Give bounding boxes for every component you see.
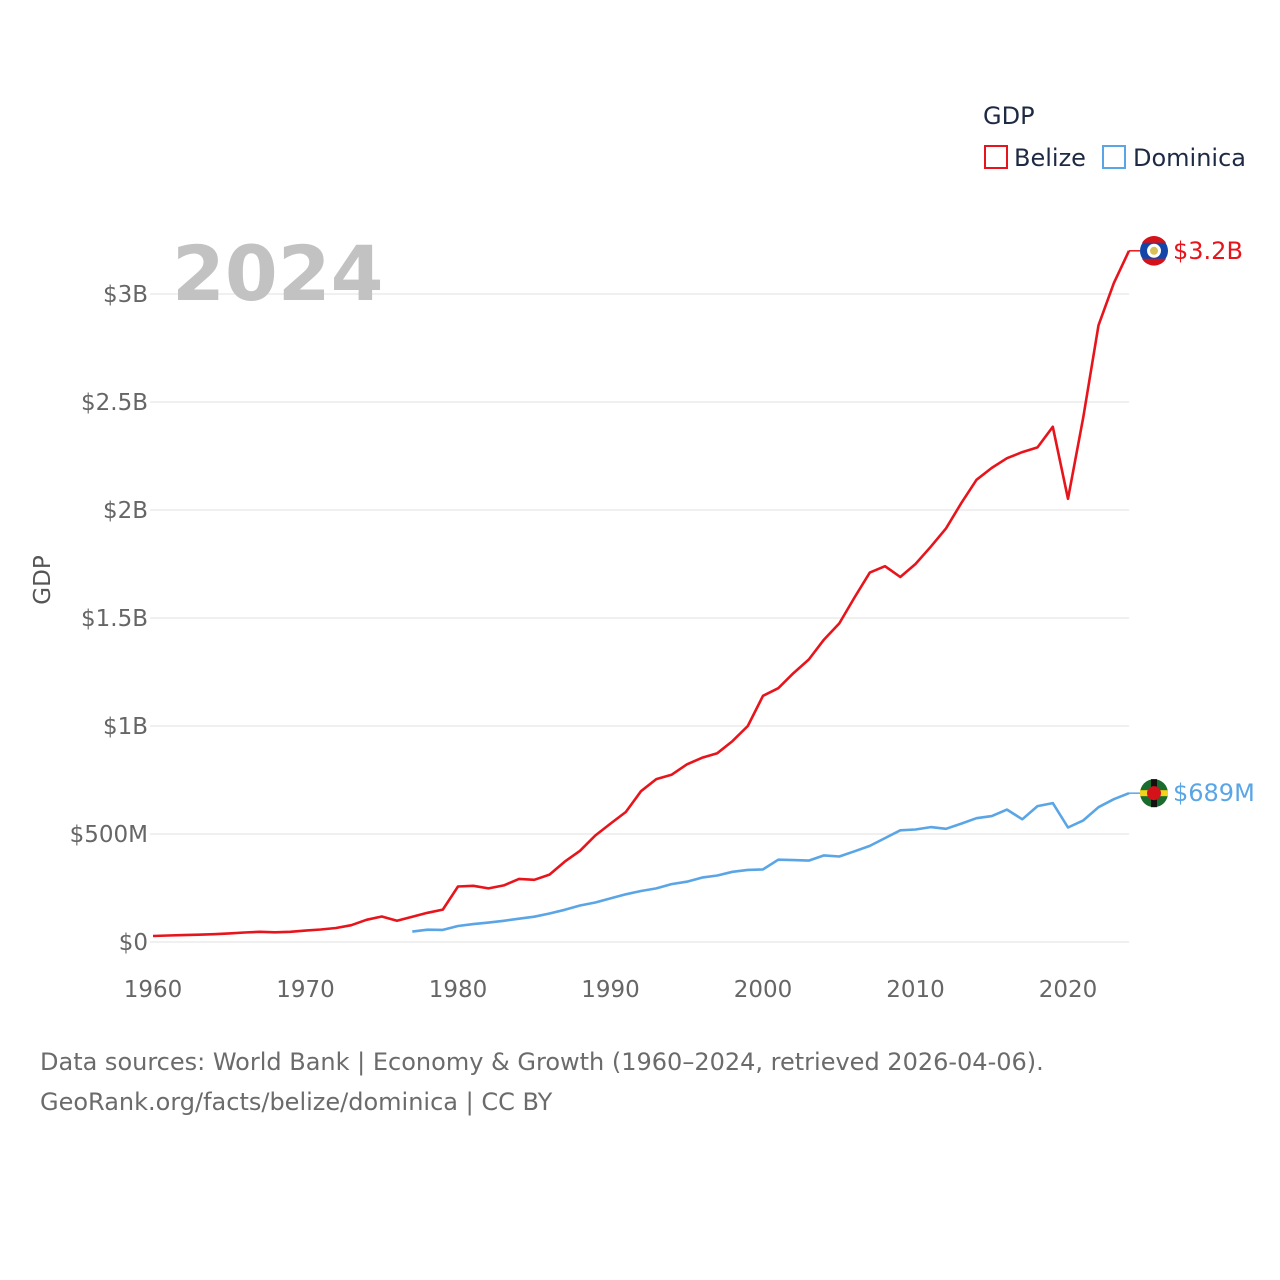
- y-tick-label: $2.5B: [81, 390, 148, 416]
- legend-item-dominica[interactable]: Dominica: [1102, 144, 1246, 172]
- x-axis-ticks: 1960 1970 1980 1990 2000 2010 2020: [124, 977, 1098, 1003]
- series-end-markers: $3.2B $689M: [1129, 236, 1255, 808]
- legend-swatch-belize: [984, 145, 1008, 169]
- x-tick-label: 2010: [886, 977, 945, 1003]
- series-line-belize: [152, 250, 1131, 938]
- y-axis-title: GDP: [30, 555, 56, 605]
- legend-label-belize: Belize: [1014, 144, 1086, 172]
- series-line-dominica: [412, 791, 1130, 933]
- end-label-dominica: $689M: [1173, 779, 1255, 807]
- y-tick-label: $500M: [70, 822, 148, 848]
- legend-swatch-dominica: [1102, 145, 1126, 169]
- footer: Data sources: World Bank | Economy & Gro…: [40, 1042, 1044, 1122]
- gridlines: [150, 293, 1129, 943]
- x-tick-label: 1980: [429, 977, 488, 1003]
- series-lines: [152, 250, 1131, 938]
- x-tick-label: 1990: [581, 977, 640, 1003]
- legend-item-belize[interactable]: Belize: [984, 144, 1086, 172]
- dominica-flag-icon: [1140, 779, 1168, 808]
- y-tick-label: $3B: [103, 282, 148, 308]
- y-tick-label: $2B: [103, 498, 148, 524]
- legend-label-dominica: Dominica: [1133, 144, 1246, 172]
- legend-title: GDP: [983, 102, 1035, 130]
- footer-sources: Data sources: World Bank | Economy & Gro…: [40, 1048, 1044, 1076]
- x-tick-label: 2020: [1039, 977, 1098, 1003]
- y-axis-ticks: $0 $500M $1B $1.5B $2B $2.5B $3B: [70, 282, 148, 956]
- y-tick-label: $1.5B: [81, 606, 148, 632]
- legend: GDP Belize Dominica: [983, 102, 1246, 172]
- y-tick-label: $1B: [103, 714, 148, 740]
- footer-link[interactable]: GeoRank.org/facts/belize/dominica | CC B…: [40, 1088, 553, 1116]
- x-tick-label: 1970: [276, 977, 335, 1003]
- end-label-belize: $3.2B: [1173, 237, 1243, 265]
- x-tick-label: 1960: [124, 977, 183, 1003]
- belize-flag-icon: [1140, 236, 1168, 266]
- year-watermark: 2024: [172, 229, 384, 318]
- x-tick-label: 2000: [734, 977, 793, 1003]
- y-tick-label: $0: [119, 930, 148, 956]
